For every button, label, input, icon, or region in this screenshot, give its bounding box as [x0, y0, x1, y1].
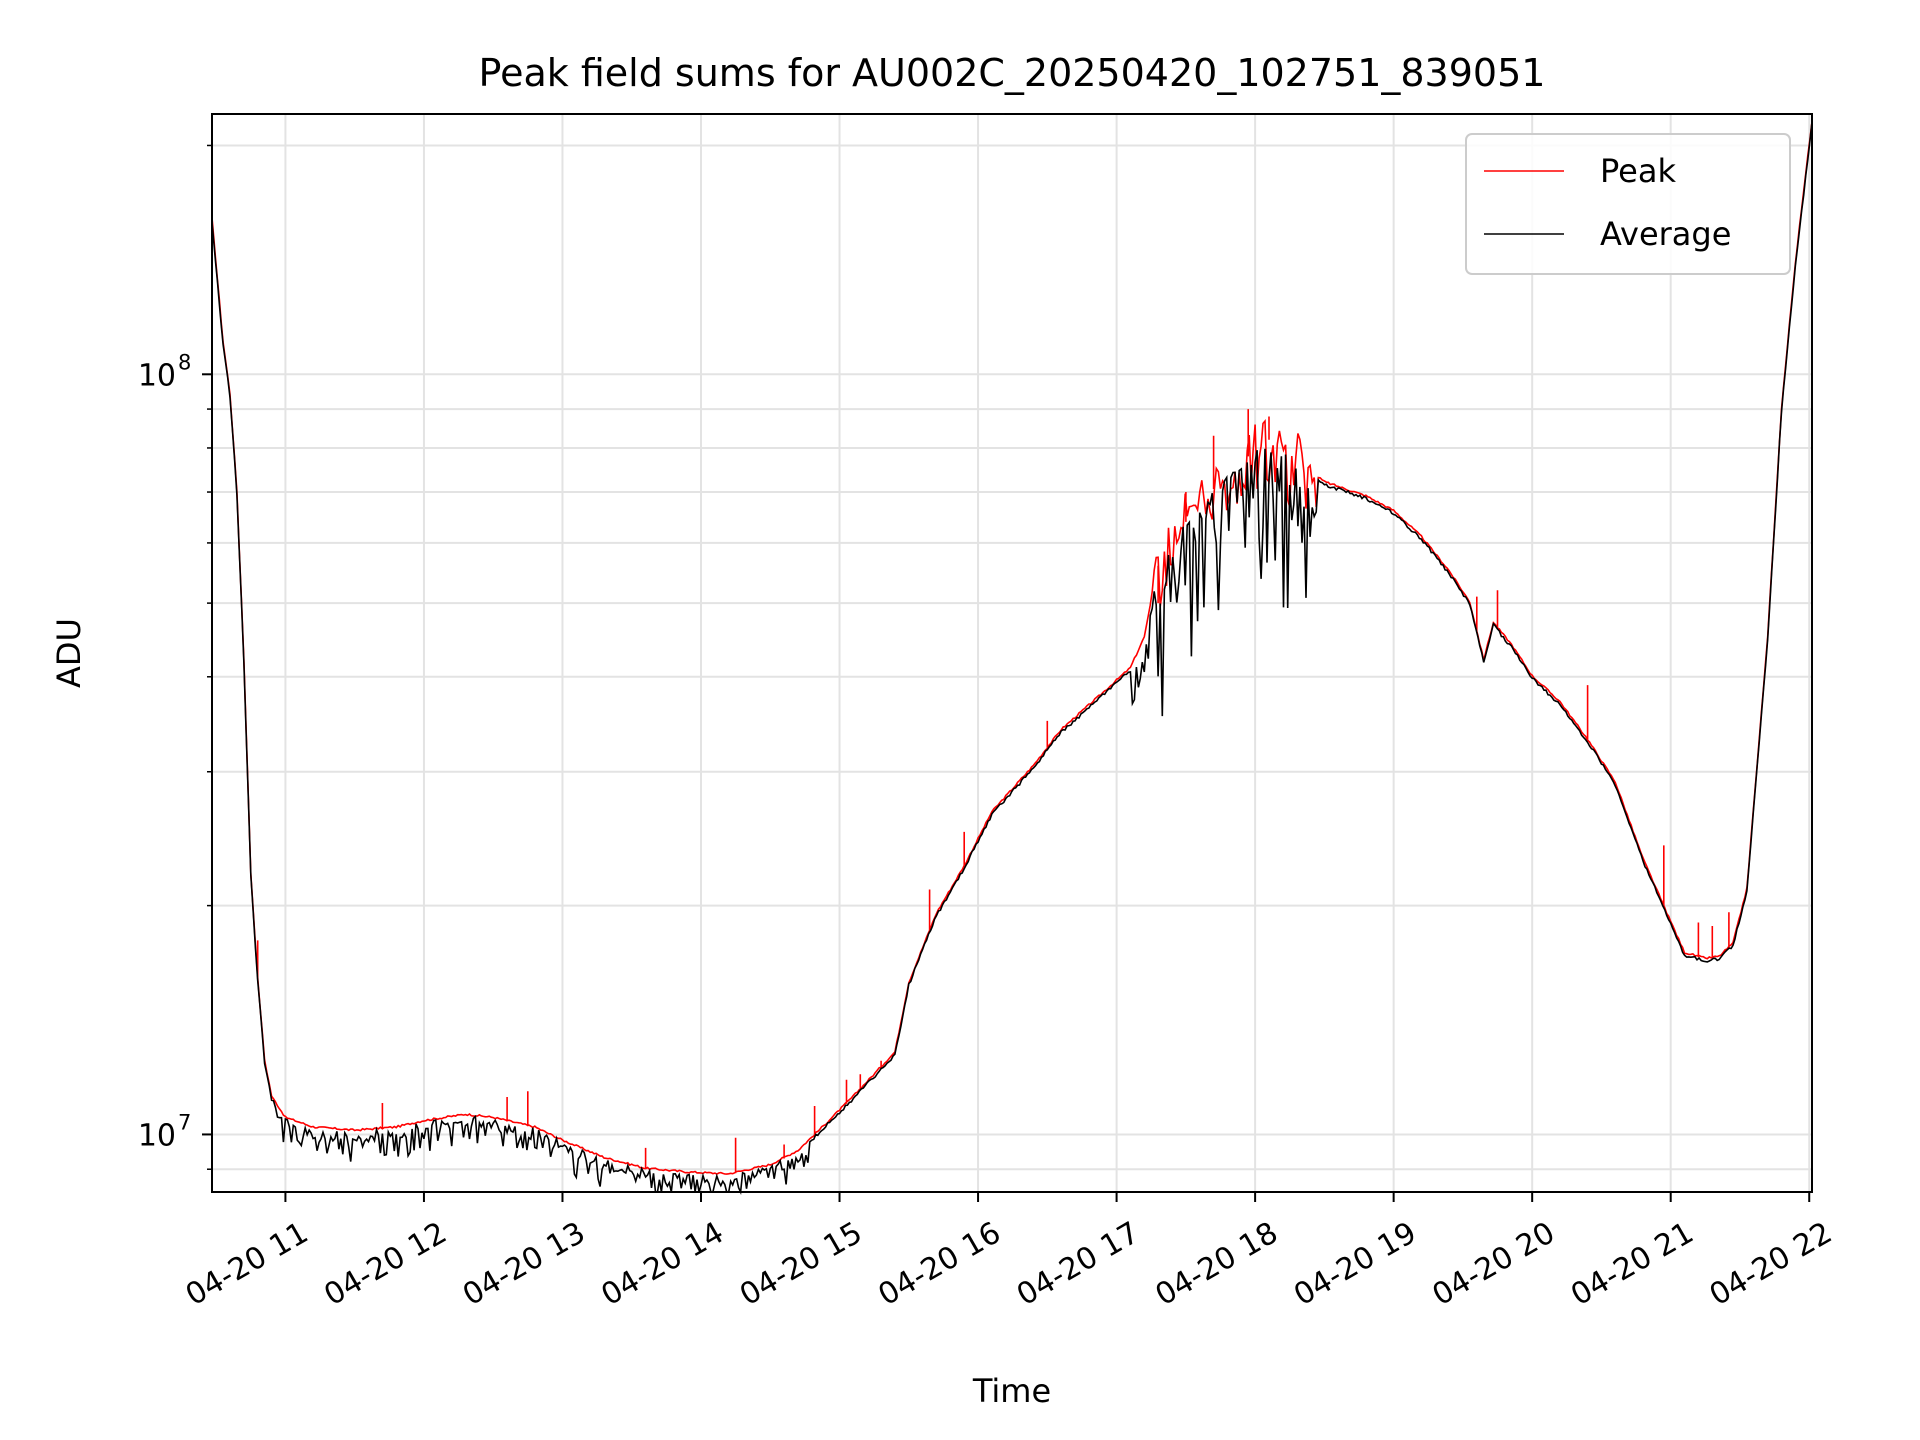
chart-title: Peak field sums for AU002C_20250420_1027…: [479, 51, 1546, 95]
legend: Peak Average: [1465, 133, 1791, 275]
legend-average-label: Average: [1600, 215, 1731, 253]
legend-peak-label: Peak: [1600, 152, 1676, 190]
legend-box: [1465, 133, 1791, 275]
y-tick-label: 10 7: [138, 1110, 192, 1153]
series-average-line: [211, 121, 1813, 1195]
x-axis-title: Time: [972, 1372, 1051, 1410]
y-tick-label: 10 8: [138, 350, 192, 393]
plot-frame: [211, 113, 1813, 1193]
y-tick-exponent: 7: [178, 1110, 191, 1134]
y-axis-title: ADU: [50, 618, 88, 688]
y-tick-base: 10: [138, 358, 176, 393]
plot-area: [211, 121, 1813, 1195]
y-tick-exponent: 8: [178, 350, 191, 374]
y-tick-base: 10: [138, 1118, 176, 1153]
series-peak-line: [211, 121, 1813, 1176]
grid: [212, 114, 1812, 1192]
